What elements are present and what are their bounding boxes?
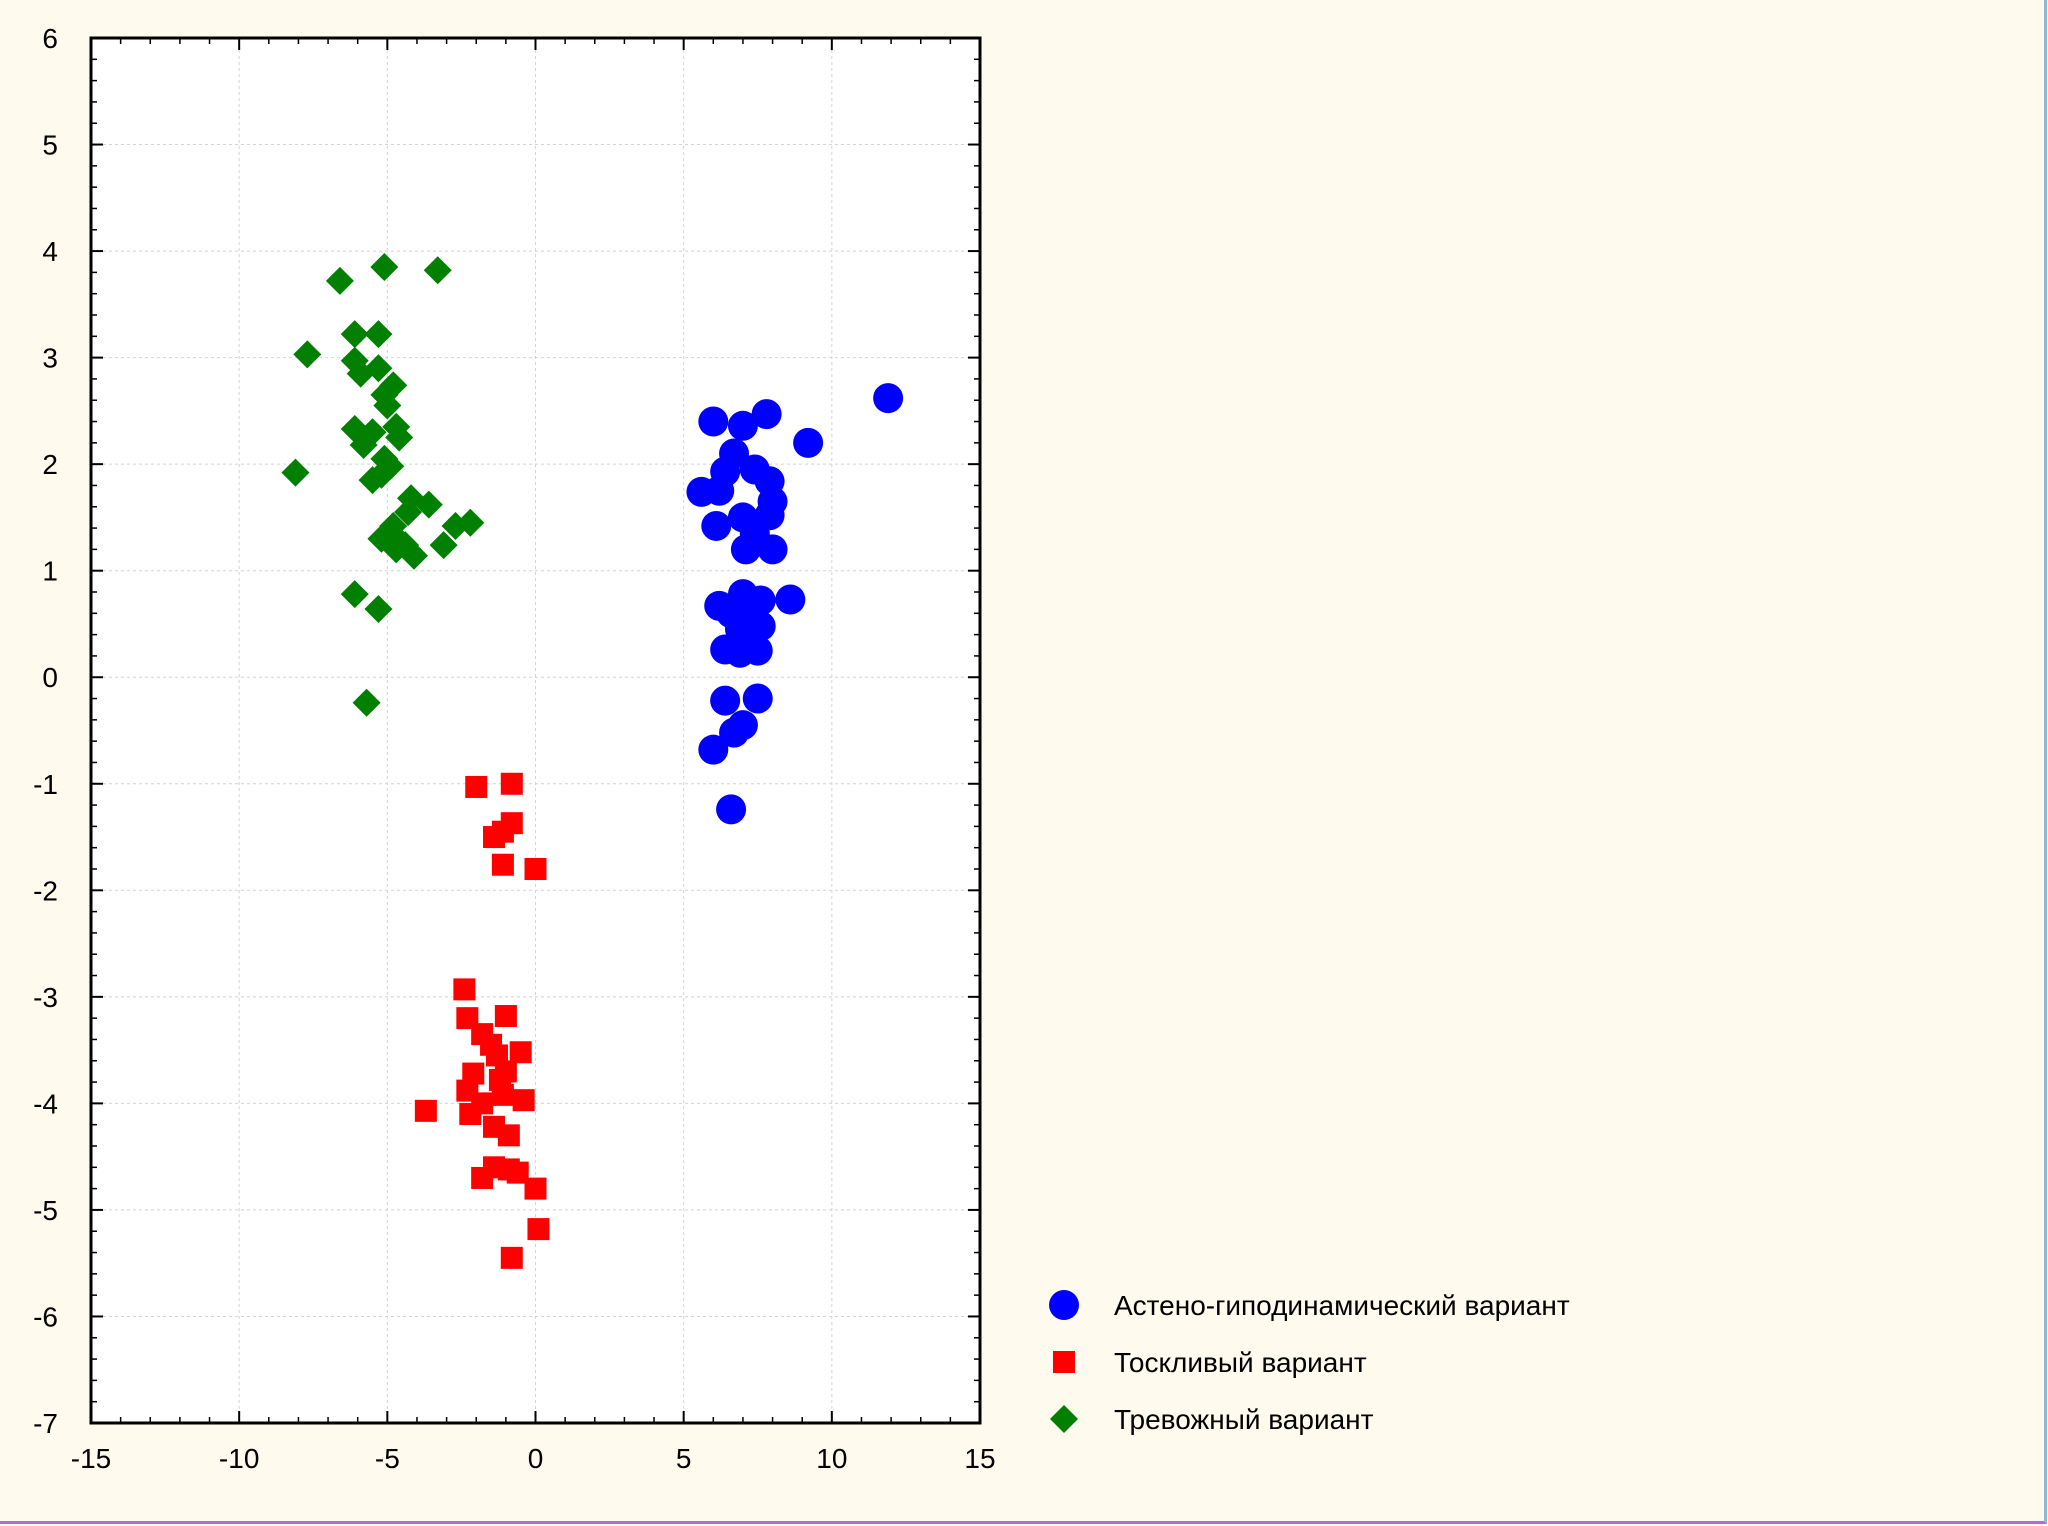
- y-tick-label: 2: [42, 449, 58, 480]
- data-point: [730, 534, 761, 565]
- x-tick-label: -10: [219, 1443, 259, 1474]
- legend-item: Тоскливый вариант: [1053, 1347, 1367, 1378]
- data-point: [524, 1177, 547, 1200]
- y-tick-label: 4: [42, 236, 58, 267]
- data-point: [423, 256, 452, 285]
- series-circle: [686, 383, 904, 825]
- data-point: [352, 688, 381, 717]
- data-point: [400, 541, 429, 570]
- data-point: [710, 685, 741, 716]
- legend: Астено-гиподинамический вариант Тоскливый…: [1049, 1290, 1570, 1435]
- data-point: [716, 794, 747, 825]
- x-tick-label: -5: [375, 1443, 400, 1474]
- y-tick-label: -2: [33, 875, 58, 906]
- data-point: [745, 611, 776, 642]
- legend-marker-diamond: [1050, 1405, 1078, 1433]
- data-point: [364, 595, 393, 624]
- data-point: [346, 359, 375, 388]
- data-point: [491, 1083, 514, 1106]
- data-point: [727, 410, 758, 441]
- data-point: [873, 383, 904, 414]
- data-point: [494, 1005, 517, 1028]
- grid-layer: [91, 38, 980, 1423]
- y-tick-label: 5: [42, 130, 58, 161]
- data-point: [340, 580, 369, 609]
- data-point: [742, 683, 773, 714]
- data-point: [429, 531, 458, 560]
- data-point: [704, 475, 735, 506]
- data-point: [497, 1158, 520, 1181]
- data-point: [742, 635, 773, 666]
- data-point: [701, 510, 732, 541]
- data-point: [512, 1089, 535, 1112]
- series-diamond: [281, 253, 485, 717]
- data-point: [364, 320, 393, 349]
- legend-item: Астено-гиподинамический вариант: [1049, 1290, 1570, 1321]
- data-point: [370, 253, 399, 282]
- data-point: [441, 511, 470, 540]
- data-point: [414, 490, 443, 519]
- legend-marker-circle: [1049, 1290, 1079, 1320]
- y-tick-label: 6: [42, 23, 58, 54]
- x-tick-label: -15: [71, 1443, 111, 1474]
- data-point: [491, 853, 514, 876]
- data-point: [500, 1246, 523, 1269]
- legend-item: Тревожный вариант: [1050, 1404, 1374, 1435]
- data-point: [373, 391, 402, 420]
- data-point: [698, 406, 729, 437]
- y-tick-label: -4: [33, 1088, 58, 1119]
- data-point: [719, 717, 750, 748]
- data-point: [698, 734, 729, 765]
- x-tick-label: 0: [528, 1443, 544, 1474]
- data-point: [459, 1103, 482, 1126]
- data-point: [385, 423, 414, 452]
- legend-label: Тоскливый вариант: [1114, 1347, 1367, 1378]
- y-tick-label: 1: [42, 556, 58, 587]
- x-tick-label: 15: [964, 1443, 995, 1474]
- points-layer: [281, 253, 904, 1269]
- data-point: [509, 1041, 532, 1064]
- data-point: [462, 1062, 485, 1085]
- data-point: [394, 498, 423, 527]
- x-tick-label: 10: [816, 1443, 847, 1474]
- data-point: [281, 458, 310, 487]
- data-point: [483, 826, 506, 849]
- legend-marker-square: [1053, 1351, 1075, 1373]
- data-point: [757, 534, 788, 565]
- data-point: [367, 460, 396, 489]
- data-point: [527, 1218, 550, 1241]
- data-point: [793, 427, 824, 458]
- y-tick-label: 0: [42, 662, 58, 693]
- y-tick-label: -7: [33, 1408, 58, 1439]
- x-tick-label: 5: [676, 1443, 692, 1474]
- data-point: [497, 1124, 520, 1147]
- y-tick-label: 3: [42, 343, 58, 374]
- series-square: [414, 772, 550, 1269]
- data-point: [414, 1099, 437, 1122]
- data-point: [524, 858, 547, 880]
- data-point: [349, 430, 378, 459]
- data-point: [293, 340, 322, 369]
- data-point: [465, 775, 488, 798]
- data-point: [325, 266, 354, 295]
- y-tick-label: -5: [33, 1195, 58, 1226]
- y-tick-label: -6: [33, 1301, 58, 1332]
- legend-label: Тревожный вариант: [1114, 1404, 1374, 1435]
- data-point: [453, 978, 476, 1001]
- data-point: [500, 772, 523, 795]
- data-point: [340, 320, 369, 349]
- data-point: [775, 584, 806, 615]
- y-tick-label: -3: [33, 982, 58, 1013]
- y-tick-label: -1: [33, 769, 58, 800]
- data-point: [471, 1166, 494, 1189]
- data-point: [751, 399, 782, 430]
- legend-label: Астено-гиподинамический вариант: [1114, 1290, 1570, 1321]
